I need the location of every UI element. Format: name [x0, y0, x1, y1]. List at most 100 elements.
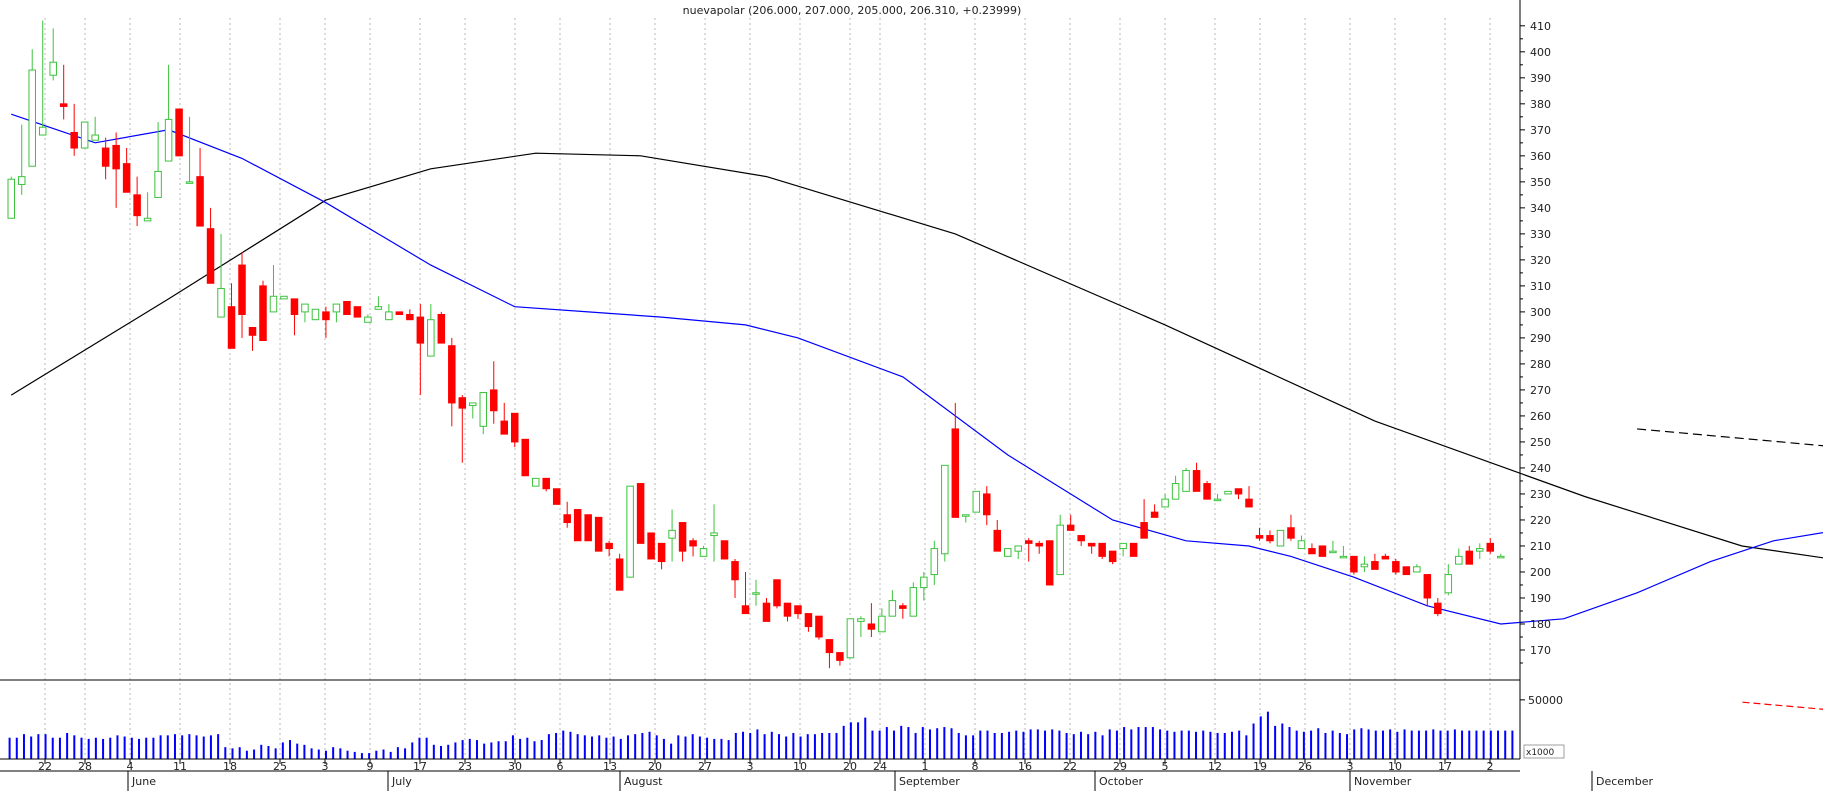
candle-body [993, 529, 1002, 552]
candle [269, 265, 278, 313]
price-tick-label: 370 [1530, 124, 1551, 137]
candle-body [1203, 483, 1211, 500]
price-tick-label: 220 [1530, 514, 1551, 527]
chart-title: nuevapolar (206.000, 207.000, 205.000, 2… [683, 4, 1022, 17]
candle [1108, 550, 1117, 565]
candle [1150, 504, 1159, 518]
candle [1087, 542, 1096, 554]
candle [217, 233, 225, 318]
candle [531, 477, 540, 487]
price-tick-label: 240 [1530, 462, 1551, 475]
candle [720, 540, 729, 560]
candle [1476, 543, 1484, 559]
candle [1224, 490, 1232, 495]
candle-body [196, 176, 204, 227]
candle [290, 298, 299, 336]
price-tick-label: 250 [1530, 436, 1551, 449]
candle-body [962, 514, 970, 517]
date-tick-label: 5 [1162, 760, 1169, 773]
candle-body [647, 532, 655, 560]
candle-body [1245, 498, 1253, 508]
candle [678, 522, 687, 562]
candle-body [343, 300, 351, 315]
candle [1360, 556, 1369, 572]
candle [1129, 542, 1138, 557]
candle [1318, 545, 1327, 557]
candle-body [899, 605, 907, 609]
candle [836, 652, 844, 666]
candle [1350, 555, 1358, 575]
candle-body [741, 605, 750, 615]
candle-body [731, 561, 739, 581]
price-tick-label: 350 [1530, 176, 1551, 189]
candle [762, 597, 771, 622]
candle [584, 514, 592, 542]
candle-body [521, 438, 529, 477]
candle-body [206, 228, 215, 284]
candle-body [605, 542, 613, 550]
candle-body [1255, 535, 1264, 539]
date-tick-label: 18 [223, 760, 237, 773]
candle-body [437, 313, 446, 344]
candle-body [269, 295, 278, 313]
candle-body [657, 542, 666, 563]
candle [154, 122, 162, 198]
candle-body [301, 303, 309, 313]
candle-body [1024, 540, 1033, 544]
price-tick-label: 340 [1530, 202, 1551, 215]
candle [1266, 530, 1274, 544]
candle-body [70, 131, 78, 149]
price-tick-label: 410 [1530, 20, 1551, 33]
candle [322, 306, 330, 338]
candle-body [783, 602, 792, 617]
candle-body [1119, 542, 1127, 550]
candle-body [930, 548, 939, 576]
candle [773, 579, 781, 609]
candle [406, 309, 414, 321]
candle [552, 488, 561, 505]
candle [490, 361, 498, 424]
candle [479, 392, 488, 435]
candle-body [1371, 561, 1379, 570]
candle [542, 477, 550, 492]
candle-body [1140, 522, 1148, 539]
candle [1455, 548, 1463, 565]
date-tick-label: 22 [1063, 760, 1077, 773]
candle-body [1150, 511, 1159, 518]
candle [909, 582, 918, 617]
candle-body [1392, 561, 1400, 573]
candle [867, 603, 876, 637]
candle [227, 283, 236, 349]
candle [1171, 475, 1180, 500]
candle-body [1350, 555, 1358, 573]
candle-body [227, 306, 236, 349]
candle [962, 514, 970, 523]
candle-body [80, 121, 89, 149]
candle-body [353, 306, 362, 318]
date-tick-label: 2 [1487, 760, 1494, 773]
candle [626, 485, 634, 578]
candle [1140, 499, 1148, 539]
candle-body [1423, 574, 1432, 599]
candle-body [678, 522, 687, 552]
candle [1308, 543, 1316, 555]
candle [301, 303, 309, 323]
candle [248, 326, 257, 351]
candle-body [122, 163, 131, 193]
candle [1486, 538, 1495, 554]
candle-body [1066, 524, 1075, 531]
candle [521, 438, 529, 477]
candle [920, 571, 928, 601]
price-tick-label: 330 [1530, 228, 1551, 241]
date-tick-label: 27 [698, 760, 712, 773]
price-tick-label: 380 [1530, 98, 1551, 111]
candle-body [1455, 555, 1463, 565]
candle-body [500, 420, 509, 435]
price-panel [7, 20, 1823, 669]
month-label: August [624, 775, 663, 788]
date-tick-label: 3 [322, 760, 329, 773]
date-tick-label: 20 [843, 760, 857, 773]
candle [143, 192, 152, 222]
price-tick-label: 210 [1530, 540, 1551, 553]
candle [888, 590, 897, 617]
